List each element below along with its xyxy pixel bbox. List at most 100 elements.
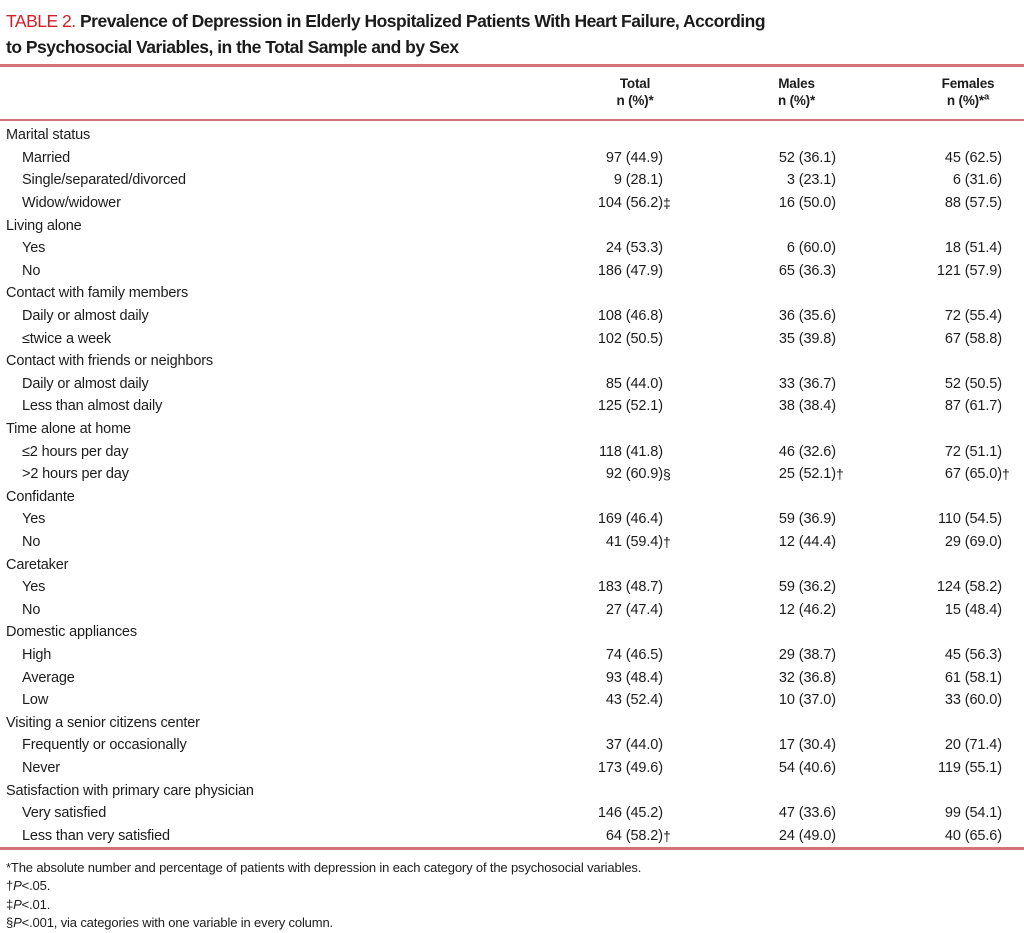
total-cell: 125 (52.1) (527, 398, 677, 414)
total-cell: 173 (49.6) (527, 760, 677, 776)
males-cell: 59 (36.2) (677, 579, 850, 595)
females-value: 72 (55.4) (944, 308, 1002, 325)
males-value: 16 (50.0) (778, 195, 836, 212)
females-value: 45 (56.3) (944, 646, 1002, 663)
total-significance-marker: § (663, 466, 671, 483)
males-value: 65 (36.3) (778, 262, 836, 279)
table-row: Less than very satisfied 64 (58.2) † 24 … (0, 824, 1024, 847)
females-cell: 110 (54.5) (850, 511, 1016, 527)
footnote-p: P (13, 915, 22, 930)
males-cell: 10 (37.0) (677, 692, 850, 708)
females-significance-marker: † (1002, 466, 1010, 483)
males-value: 32 (36.8) (778, 669, 836, 686)
table-row: Daily or almost daily 85 (44.0) 33 (36.7… (0, 373, 1024, 396)
row-label: Contact with friends or neighbors (6, 353, 214, 370)
total-value: 173 (49.6) (597, 759, 663, 776)
table-row: No 41 (59.4) † 12 (44.4) 29 (69.0) (0, 531, 1024, 554)
column-header-males-sub-text: n (%)* (777, 92, 816, 108)
females-value: 15 (48.4) (944, 601, 1002, 618)
column-header-females-sup: a (983, 91, 990, 102)
total-cell: 92 (60.9) § (527, 466, 677, 482)
row-label: Frequently or occasionally (22, 737, 187, 754)
row-label: Yes (22, 240, 46, 257)
column-header-row: Total n (%)* Males n (%)* Females n (%)*… (0, 67, 1024, 119)
table-body: Marital status Married 97 (44.9) 52 (36. (0, 121, 1024, 847)
total-cell: 85 (44.0) (527, 376, 677, 392)
table-row: No 27 (47.4) 12 (46.2) 15 (48.4) (0, 598, 1024, 621)
males-cell: 17 (30.4) (677, 737, 850, 753)
table-row: Daily or almost daily 108 (46.8) 36 (35.… (0, 305, 1024, 328)
table-row: Frequently or occasionally 37 (44.0) 17 … (0, 734, 1024, 757)
males-value: 33 (36.7) (778, 375, 836, 392)
footnote-p: P (13, 896, 22, 912)
males-cell: 33 (36.7) (677, 376, 850, 392)
column-header-total: Total n (%)* (560, 75, 710, 109)
column-header-total-sub-text: n (%)* (616, 92, 654, 108)
row-label: Very satisfied (22, 805, 107, 822)
row-label: High (22, 646, 52, 663)
males-value: 25 (52.1) (778, 466, 836, 483)
bottom-rule (0, 847, 1024, 850)
total-cell: 186 (47.9) (527, 263, 677, 279)
total-value: 92 (60.9) (605, 466, 663, 483)
females-cell: 6 (31.6) (850, 172, 1016, 188)
females-cell: 67 (65.0) † (850, 466, 1016, 482)
table-row: Contact with family members (0, 282, 1024, 305)
row-label: ≤twice a week (22, 330, 112, 347)
table-row: Visiting a senior citizens center (0, 711, 1024, 734)
table-row: ≤2 hours per day 118 (41.8) 46 (32.6) 72… (0, 440, 1024, 463)
males-value: 59 (36.2) (778, 579, 836, 596)
females-cell: 72 (55.4) (850, 308, 1016, 324)
row-label: ≤2 hours per day (22, 443, 129, 460)
males-value: 17 (30.4) (778, 737, 836, 754)
males-value: 46 (32.6) (778, 443, 836, 460)
males-cell: 32 (36.8) (677, 670, 850, 686)
females-cell: 61 (58.1) (850, 670, 1016, 686)
total-value: 85 (44.0) (605, 375, 663, 392)
row-label: Average (22, 669, 75, 686)
females-value: 121 (57.9) (936, 262, 1002, 279)
females-value: 88 (57.5) (944, 195, 1002, 212)
total-value: 183 (48.7) (597, 579, 663, 596)
females-cell: 67 (58.8) (850, 331, 1016, 347)
table-row: >2 hours per day 92 (60.9) § 25 (52.1) †… (0, 463, 1024, 486)
males-cell: 38 (38.4) (677, 398, 850, 414)
females-value: 20 (71.4) (944, 737, 1002, 754)
row-label: Daily or almost daily (22, 308, 149, 325)
males-cell: 6 (60.0) (677, 240, 850, 256)
males-value: 59 (36.9) (778, 511, 836, 528)
table-row: Domestic appliances (0, 621, 1024, 644)
table-title-line2: to Psychosocial Variables, in the Total … (6, 37, 459, 57)
table-row: Low 43 (52.4) 10 (37.0) 33 (60.0) (0, 689, 1024, 712)
total-value: 169 (46.4) (597, 511, 663, 528)
row-label: Less than very satisfied (22, 827, 170, 844)
stub-column-spacer (0, 75, 527, 109)
females-value: 29 (69.0) (944, 533, 1002, 550)
males-cell: 12 (46.2) (677, 602, 850, 618)
females-cell: 72 (51.1) (850, 444, 1016, 460)
total-cell: 97 (44.9) (527, 150, 677, 166)
males-value: 35 (39.8) (778, 330, 836, 347)
table-title-line1: TABLE 2. Prevalence of Depression in Eld… (6, 8, 1018, 34)
females-cell: 121 (57.9) (850, 263, 1016, 279)
females-value: 45 (62.5) (944, 149, 1002, 166)
total-value: 64 (58.2) (605, 827, 663, 844)
males-significance-marker: † (836, 466, 844, 483)
males-value: 36 (35.6) (778, 308, 836, 325)
table-row: Widow/widower 104 (56.2) ‡ 16 (50.0) 88 … (0, 192, 1024, 215)
footnote-marker: * (6, 859, 11, 875)
total-value: 104 (56.2) (597, 195, 663, 212)
row-label: >2 hours per day (22, 466, 129, 483)
row-label: Never (22, 759, 60, 776)
females-cell: 52 (50.5) (850, 376, 1016, 392)
table-row: Married 97 (44.9) 52 (36.1) 45 (62.5) (0, 147, 1024, 170)
males-cell: 52 (36.1) (677, 150, 850, 166)
females-value: 6 (31.6) (952, 172, 1002, 189)
males-cell: 47 (33.6) (677, 805, 850, 821)
footnote-p: P (13, 878, 22, 893)
males-cell: 3 (23.1) (677, 172, 850, 188)
row-label: Confidante (6, 488, 75, 505)
total-value: 37 (44.0) (605, 737, 663, 754)
table-row: Marital status (0, 124, 1024, 147)
table-row: High 74 (46.5) 29 (38.7) 45 (56.3) (0, 644, 1024, 667)
